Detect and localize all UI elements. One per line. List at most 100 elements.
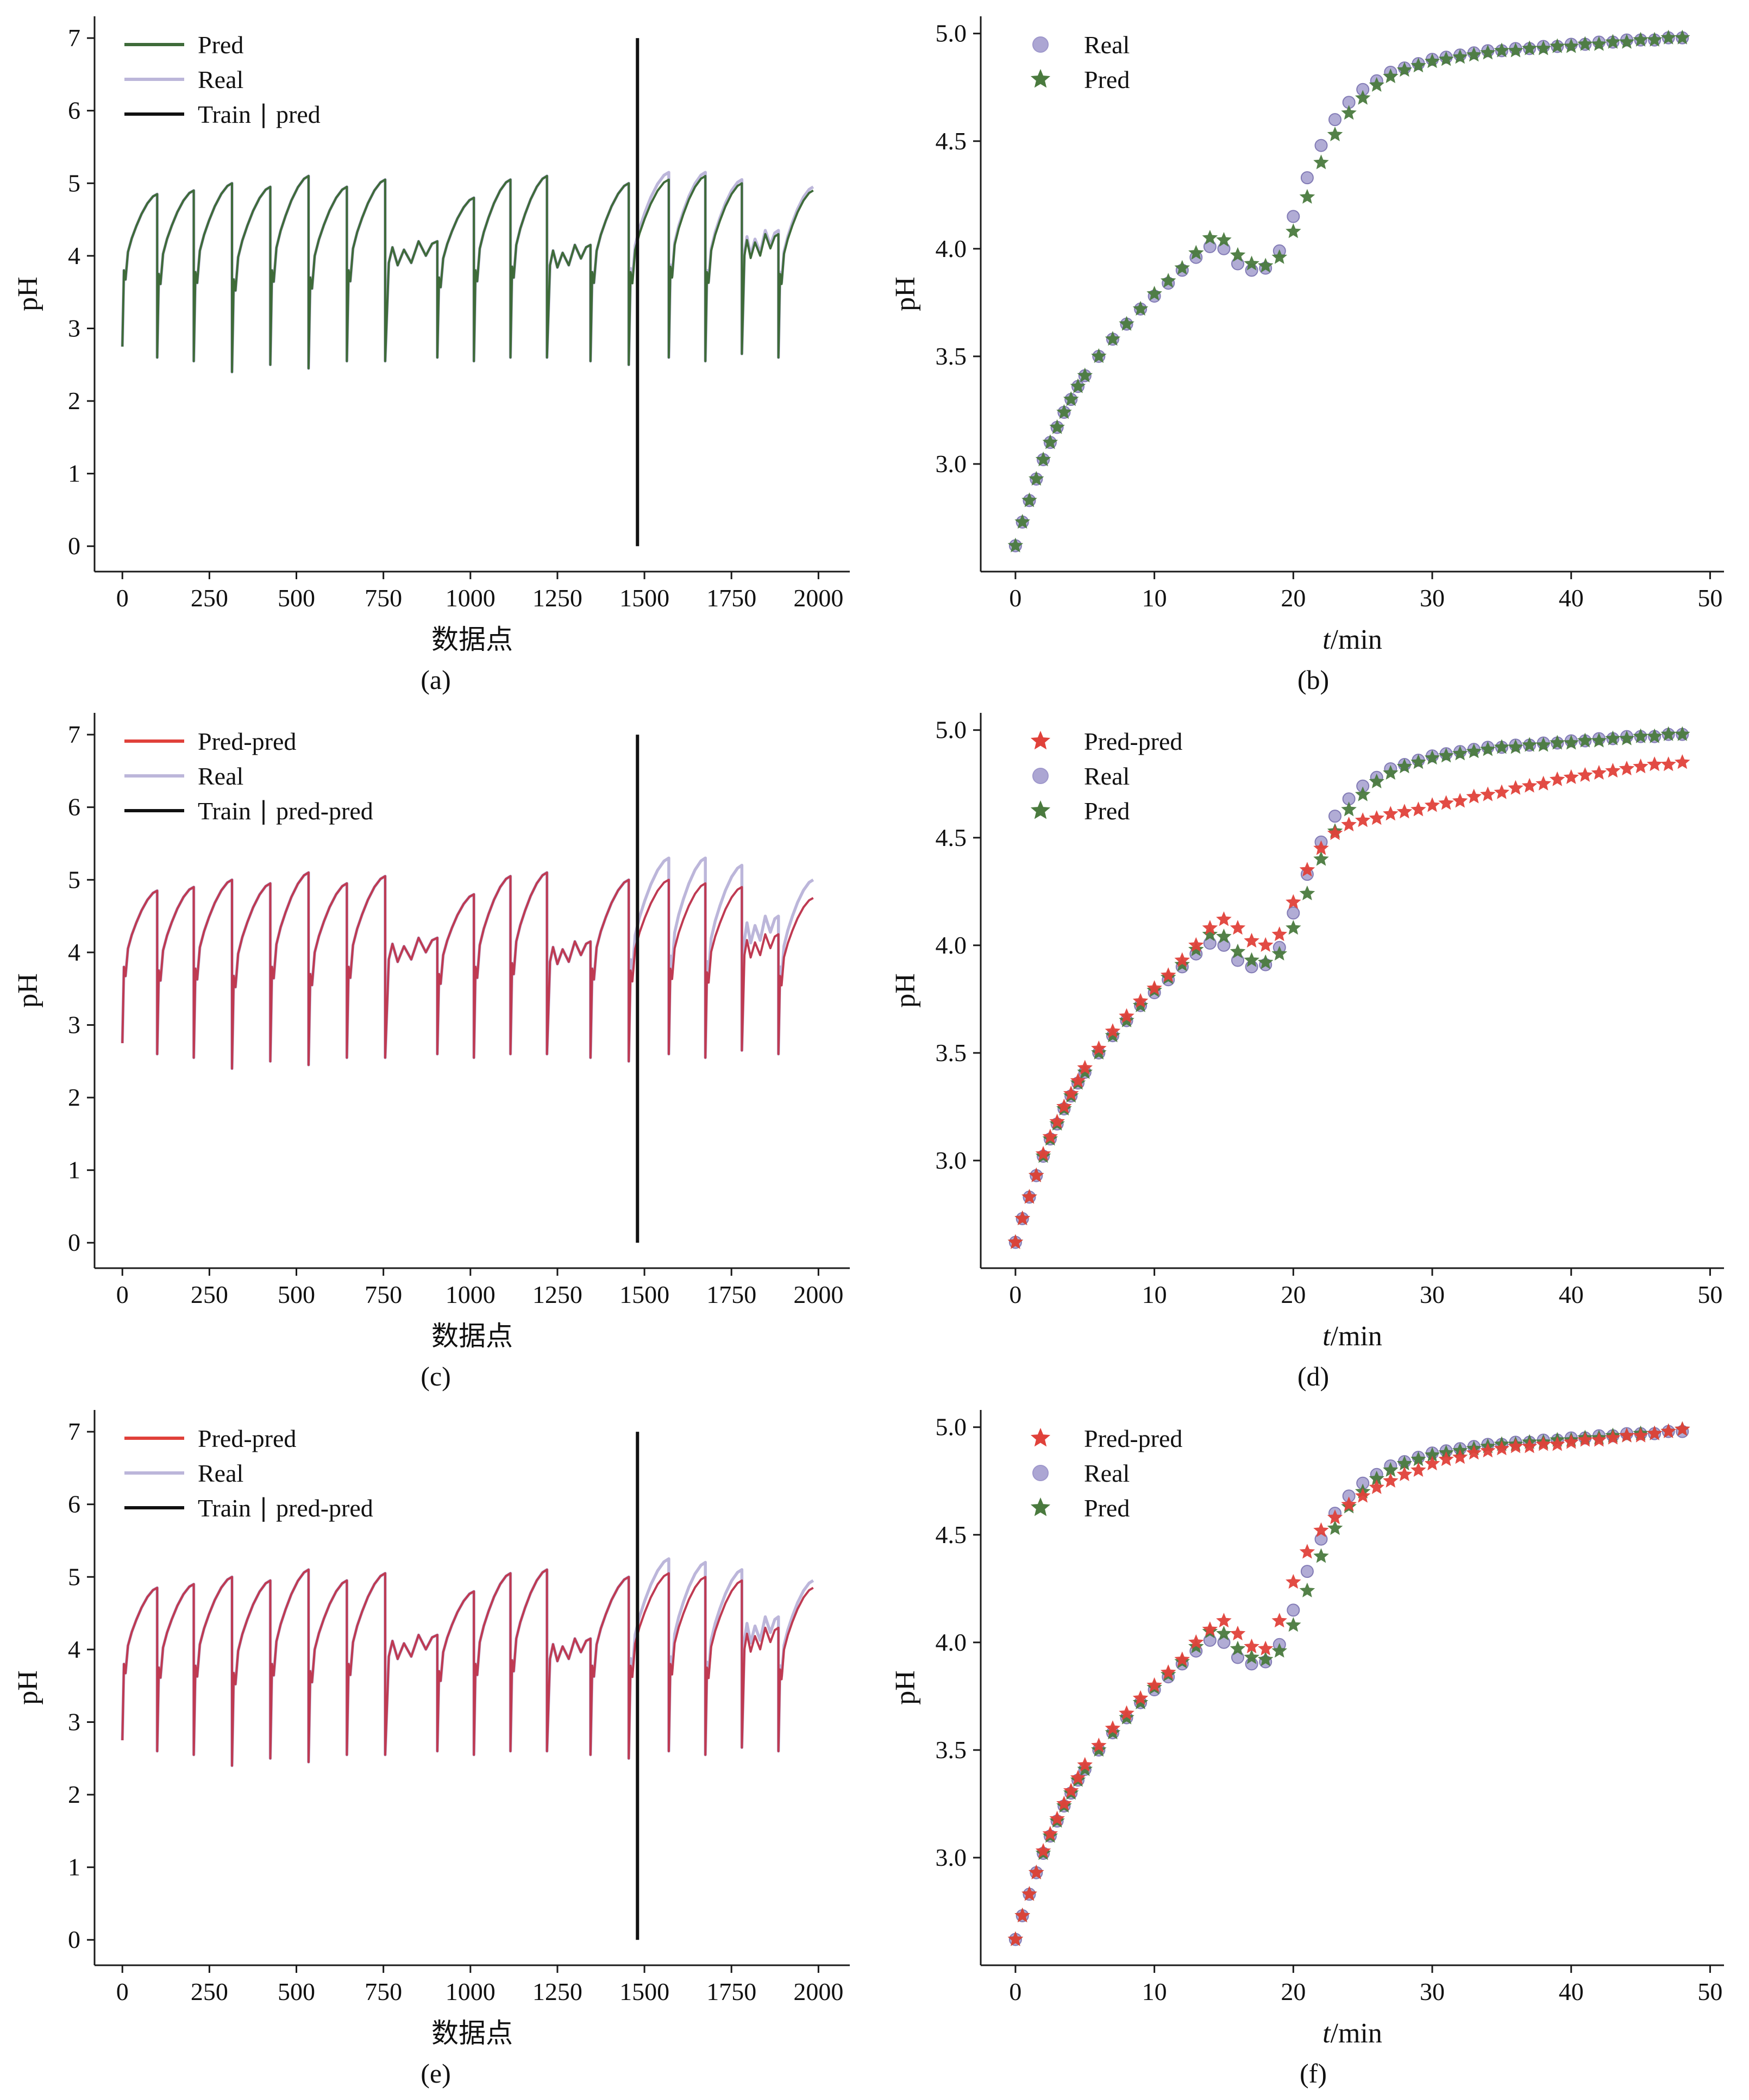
svg-text:6: 6 — [68, 793, 80, 821]
svg-text:20: 20 — [1281, 584, 1306, 612]
svg-text:Train ∣ pred-pred: Train ∣ pred-pred — [198, 797, 373, 825]
svg-text:1250: 1250 — [532, 1281, 582, 1308]
svg-text:500: 500 — [278, 1978, 315, 2005]
svg-text:5: 5 — [68, 866, 80, 894]
svg-text:4.5: 4.5 — [936, 1520, 967, 1548]
plot-d: 0 10 20 30 40 50 3.0 3.5 4.0 4.5 5.0 pH t/min Pred-pr… — [889, 704, 1737, 1361]
svg-text:0: 0 — [116, 1978, 129, 2005]
caption-e: (e) — [421, 2058, 451, 2089]
svg-text:0: 0 — [116, 1281, 129, 1308]
svg-text:2: 2 — [68, 387, 80, 415]
panel-a: 0 250 500 750 1000 1250 1500 1750 2000 0 1 2 3 4 5 6 7 pH… — [12, 8, 860, 701]
svg-text:40: 40 — [1559, 1978, 1584, 2005]
svg-text:pH: pH — [12, 277, 43, 311]
svg-text:Train ∣ pred: Train ∣ pred — [198, 101, 321, 128]
svg-text:7: 7 — [68, 24, 80, 52]
svg-text:250: 250 — [191, 584, 228, 612]
svg-text:20: 20 — [1281, 1978, 1306, 2005]
svg-text:1000: 1000 — [446, 1281, 496, 1308]
svg-text:Pred-pred: Pred-pred — [1084, 728, 1182, 755]
svg-text:250: 250 — [191, 1281, 228, 1308]
svg-text:10: 10 — [1142, 1978, 1167, 2005]
svg-text:3.0: 3.0 — [936, 450, 967, 478]
plot-svg-e: 0 250 500 750 1000 1250 1500 1750 2000 0 1 2 3 4 5 6 7 pH… — [12, 1409, 850, 2048]
panel-d: 0 10 20 30 40 50 3.0 3.5 4.0 4.5 5.0 pH t/min Pred-pr… — [889, 704, 1737, 1397]
svg-text:Real: Real — [198, 66, 243, 93]
svg-text:1: 1 — [68, 1853, 80, 1880]
svg-text:1000: 1000 — [446, 1978, 496, 2005]
plot-svg-f: 0 10 20 30 40 50 3.0 3.5 4.0 4.5 5.0 pH t/min Pred-pr… — [890, 1409, 1724, 2049]
svg-text:4: 4 — [68, 938, 80, 966]
svg-text:5: 5 — [68, 1563, 80, 1590]
svg-text:20: 20 — [1281, 1281, 1306, 1308]
svg-text:pH: pH — [890, 277, 921, 311]
svg-text:1750: 1750 — [706, 1978, 756, 2005]
caption-d: (d) — [1297, 1361, 1330, 1392]
svg-text:50: 50 — [1697, 1281, 1722, 1308]
svg-text:4.0: 4.0 — [936, 931, 967, 959]
svg-text:2: 2 — [68, 1781, 80, 1808]
svg-text:10: 10 — [1142, 1281, 1167, 1308]
svg-text:4.5: 4.5 — [936, 824, 967, 851]
svg-text:Pred-pred: Pred-pred — [1084, 1425, 1182, 1452]
svg-text:6: 6 — [68, 1490, 80, 1518]
svg-text:750: 750 — [365, 584, 402, 612]
svg-text:3.5: 3.5 — [936, 1039, 967, 1067]
svg-text:0: 0 — [1009, 1281, 1021, 1308]
svg-text:Real: Real — [1084, 1459, 1130, 1487]
svg-text:pH: pH — [12, 1670, 43, 1705]
svg-text:3: 3 — [68, 314, 80, 342]
svg-text:50: 50 — [1697, 1978, 1722, 2005]
plot-svg-c: 0 250 500 750 1000 1250 1500 1750 2000 0 1 2 3 4 5 6 7 pH… — [12, 713, 850, 1351]
svg-text:500: 500 — [278, 1281, 315, 1308]
svg-text:2000: 2000 — [793, 584, 843, 612]
svg-text:10: 10 — [1142, 584, 1167, 612]
caption-b: (b) — [1297, 665, 1330, 695]
svg-text:Real: Real — [198, 1459, 243, 1487]
svg-text:50: 50 — [1697, 584, 1722, 612]
svg-text:0: 0 — [116, 584, 129, 612]
plot-f: 0 10 20 30 40 50 3.0 3.5 4.0 4.5 5.0 pH t/min Pred-pr… — [889, 1401, 1737, 2058]
svg-text:0: 0 — [1009, 584, 1021, 612]
svg-text:0: 0 — [68, 532, 80, 560]
plot-b: 0 10 20 30 40 50 3.0 3.5 4.0 4.5 5.0 pH t/min Real Pre… — [889, 8, 1737, 664]
svg-text:2000: 2000 — [793, 1281, 843, 1308]
svg-text:pH: pH — [890, 974, 921, 1008]
svg-text:Real: Real — [1084, 762, 1130, 790]
svg-text:1000: 1000 — [446, 584, 496, 612]
svg-text:2000: 2000 — [793, 1978, 843, 2005]
svg-text:1750: 1750 — [706, 584, 756, 612]
svg-text:数据点: 数据点 — [431, 624, 513, 655]
panel-c: 0 250 500 750 1000 1250 1500 1750 2000 0 1 2 3 4 5 6 7 pH… — [12, 704, 860, 1397]
svg-text:30: 30 — [1420, 1281, 1445, 1308]
svg-text:5.0: 5.0 — [936, 20, 967, 47]
svg-text:t/min: t/min — [1322, 1321, 1382, 1352]
panel-e: 0 250 500 750 1000 1250 1500 1750 2000 0 1 2 3 4 5 6 7 pH… — [12, 1401, 860, 2095]
svg-text:5: 5 — [68, 169, 80, 197]
svg-text:t/min: t/min — [1322, 624, 1382, 655]
svg-text:6: 6 — [68, 97, 80, 124]
svg-text:5.0: 5.0 — [936, 1413, 967, 1440]
panel-f: 0 10 20 30 40 50 3.0 3.5 4.0 4.5 5.0 pH t/min Pred-pr… — [889, 1401, 1737, 2095]
svg-text:Pred: Pred — [1084, 797, 1130, 825]
svg-text:3: 3 — [68, 1708, 80, 1735]
svg-text:pH: pH — [890, 1670, 921, 1705]
caption-f: (f) — [1300, 2058, 1327, 2089]
plot-e: 0 250 500 750 1000 1250 1500 1750 2000 0 1 2 3 4 5 6 7 pH… — [12, 1401, 860, 2058]
svg-text:1500: 1500 — [619, 1281, 669, 1308]
svg-text:500: 500 — [278, 584, 315, 612]
svg-text:Real: Real — [198, 762, 243, 790]
svg-text:40: 40 — [1559, 1281, 1584, 1308]
svg-text:3.5: 3.5 — [936, 342, 967, 370]
svg-text:0: 0 — [1009, 1978, 1021, 2005]
svg-text:3.5: 3.5 — [936, 1736, 967, 1764]
svg-text:4: 4 — [68, 242, 80, 269]
svg-text:Pred: Pred — [1084, 1494, 1130, 1522]
svg-text:4.0: 4.0 — [936, 235, 967, 262]
svg-text:2: 2 — [68, 1083, 80, 1111]
svg-text:0: 0 — [68, 1229, 80, 1257]
svg-text:4.5: 4.5 — [936, 127, 967, 155]
svg-text:1750: 1750 — [706, 1281, 756, 1308]
svg-text:4: 4 — [68, 1635, 80, 1663]
svg-text:数据点: 数据点 — [431, 1321, 513, 1351]
